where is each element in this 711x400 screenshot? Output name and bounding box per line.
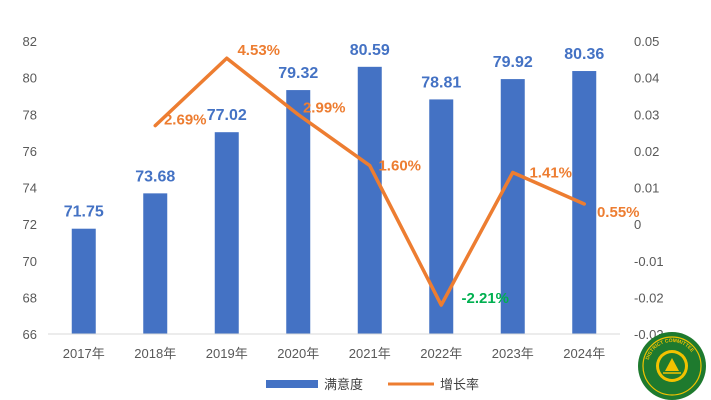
- line-data-label: 0.55%: [597, 204, 640, 221]
- bar-data-label: 80.36: [564, 46, 604, 63]
- bar-data-label: 79.92: [493, 54, 533, 71]
- legend-label-bar: 满意度: [324, 377, 363, 392]
- bar: [286, 90, 311, 334]
- left-tick-label: 76: [23, 144, 37, 159]
- x-tick-label: 2019年: [206, 346, 248, 361]
- left-tick-label: 82: [23, 34, 37, 49]
- bar-data-label: 80.59: [350, 42, 390, 59]
- left-tick-label: 68: [23, 290, 37, 305]
- left-axis: 66 68 70 72 74 76 78 80 82: [23, 34, 37, 342]
- right-tick-label: 0.02: [634, 144, 659, 159]
- bar-data-label: 73.68: [135, 168, 175, 185]
- bar-data-label: 71.75: [64, 204, 104, 221]
- bar-data-label: 78.81: [421, 74, 461, 91]
- left-tick-label: 70: [23, 254, 37, 269]
- bar-data-label: 79.32: [278, 65, 318, 82]
- bar-data-label: 77.02: [207, 107, 247, 124]
- x-tick-label: 2020年: [277, 346, 319, 361]
- growth-line: [153, 56, 586, 307]
- x-tick-label: 2021年: [349, 346, 391, 361]
- line-data-label: 2.99%: [303, 100, 346, 117]
- bar: [357, 66, 382, 335]
- right-tick-label: 0.05: [634, 34, 659, 49]
- line-data-label: -2.21%: [461, 290, 509, 307]
- right-tick-label: 0.04: [634, 71, 659, 86]
- right-tick-label: 0: [634, 217, 641, 232]
- left-tick-label: 78: [23, 107, 37, 122]
- left-tick-label: 72: [23, 217, 37, 232]
- left-tick-label: 74: [23, 181, 37, 196]
- line-data-label: 1.41%: [529, 164, 572, 181]
- line-series: 2.69% 4.53% 2.99% 1.60% -2.21% 1.41% 0.55%: [153, 42, 640, 307]
- right-tick-label: -0.02: [634, 290, 664, 305]
- seal-logo: DISTRICT COMMITTEE: [638, 332, 706, 400]
- right-tick-label: 0.01: [634, 181, 659, 196]
- bar-series: 71.75 73.68 77.02 79.32 80.59 78.81 79.92 80.36: [64, 42, 604, 335]
- right-tick-label: -0.01: [634, 254, 664, 269]
- x-tick-label: 2017年: [63, 346, 105, 361]
- x-tick-label: 2022年: [420, 346, 462, 361]
- bar: [429, 99, 454, 335]
- legend-swatch-bar: [266, 380, 318, 388]
- right-tick-label: 0.03: [634, 107, 659, 122]
- x-tick-label: 2018年: [134, 346, 176, 361]
- legend-label-line: 增长率: [440, 377, 479, 392]
- line-data-label: 1.60%: [378, 158, 421, 175]
- line-data-label: 4.53%: [237, 42, 280, 59]
- bar: [500, 79, 525, 334]
- left-tick-label: 66: [23, 327, 37, 342]
- legend: 满意度 增长率: [266, 377, 479, 392]
- line-data-label: 2.69%: [164, 112, 207, 129]
- bar: [71, 228, 96, 334]
- bar: [143, 193, 168, 334]
- x-tick-label: 2023年: [492, 346, 534, 361]
- left-tick-label: 80: [23, 71, 37, 86]
- x-tick-label: 2024年: [563, 346, 605, 361]
- bar: [214, 132, 239, 334]
- x-axis: 2017年 2018年 2019年 2020年 2021年 2022年 2023年 2024年: [48, 333, 620, 361]
